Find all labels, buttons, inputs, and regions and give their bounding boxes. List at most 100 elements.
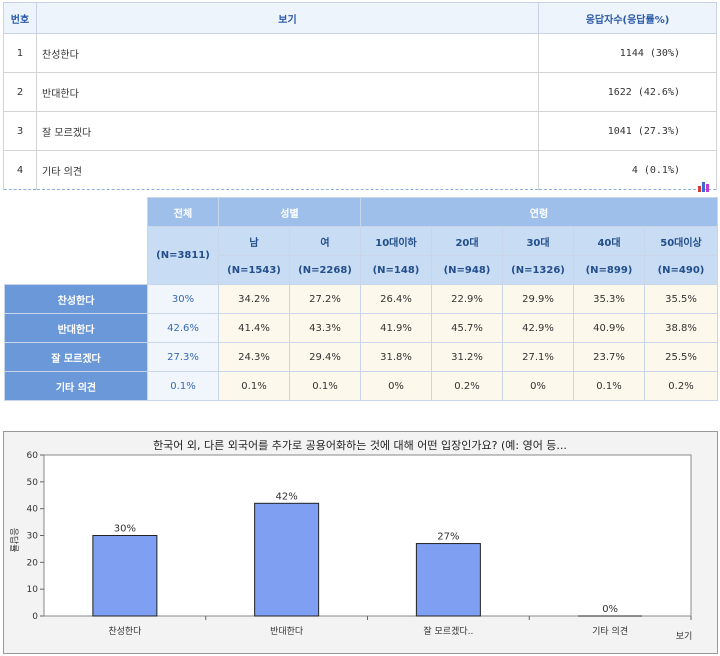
cross-header-row: 전체 성별 연령 [4,197,718,285]
table-row: 3 잘 모르겠다 1041 (27.3%) [3,111,717,151]
row-total: 30% [147,284,219,314]
data-label: 30% [114,524,136,535]
row-no: 4 [3,150,37,190]
y-tick-label: 40 [27,505,39,515]
cross-n-row: (N=1543) (N=2268) (N=148) (N=948) (N=132… [5,255,718,285]
cross-table: 전체 성별 연령 (N=3811) 남 여 10대이하 20대 30대 40대 … [4,197,718,401]
cell-value: 43.3% [289,313,361,343]
y-tick-label: 20 [27,558,39,568]
y-tick-label: 10 [27,585,39,595]
cell-value: 34.2% [218,284,290,314]
x-tick-label: 찬성한다 [108,626,142,637]
cell-value: 31.2% [431,342,503,372]
bar [92,535,158,617]
bar-chart-icon[interactable] [697,180,711,192]
row-no: 1 [3,33,37,73]
col-label: 40대 [573,226,645,256]
row-label: 기타 의견 [36,150,539,190]
row-resp: 1144 (30%) [538,33,717,73]
data-label: 42% [276,491,298,502]
col-n: (N=1543) [218,255,290,285]
cell-value: 25.5% [644,342,718,372]
table-row: 기타 의견 0.1% 0.1% 0.1% 0% 0.2% 0% 0.1% 0.2… [4,371,718,401]
cell-value: 40.9% [573,313,645,343]
total-n: (N=3811) [147,226,219,285]
y-tick-label: 60 [27,451,39,461]
row-label: 반대한다 [36,72,539,112]
data-label: 27% [437,532,459,543]
cell-value: 27.1% [502,342,574,372]
col-n: (N=1326) [502,255,574,285]
col-n: (N=2268) [289,255,361,285]
row-total: 42.6% [147,313,219,343]
col-n: (N=490) [644,255,718,285]
row-label: 기타 의견 [4,371,148,401]
chart-title: 한국어 외, 다른 외국어를 추가로 공용어화하는 것에 대해 어떤 입장인가요… [153,438,567,452]
row-resp: 1041 (27.3%) [538,111,717,151]
cell-value: 0.1% [218,371,290,401]
cell-value: 22.9% [431,284,503,314]
cross-corner [4,197,148,285]
header-no: 번호 [3,2,37,34]
cell-value: 41.9% [360,313,432,343]
bar-chart: 한국어 외, 다른 외국어를 추가로 공용어화하는 것에 대해 어떤 입장인가요… [3,431,718,654]
row-no: 3 [3,111,37,151]
bar-chart-svg: 한국어 외, 다른 외국어를 추가로 공용어화하는 것에 대해 어떤 입장인가요… [8,438,693,642]
cell-value: 42.9% [502,313,574,343]
cell-value: 0.1% [573,371,645,401]
y-tick-label: 50 [27,478,39,488]
y-axis: 0 10 20 30 40 50 60 [27,451,44,622]
row-resp: 4 (0.1%) [538,150,717,190]
x-axis-label: 보기 [676,631,693,642]
table-row: 반대한다 42.6% 41.4% 43.3% 41.9% 45.7% 42.9%… [4,313,718,343]
cell-value: 29.4% [289,342,361,372]
row-label: 찬성한다 [36,33,539,73]
gender-label: 성별 [218,197,361,227]
y-tick-label: 0 [32,612,38,622]
col-label: 50대이상 [644,226,718,256]
bar [415,543,481,617]
row-label: 반대한다 [4,313,148,343]
row-total: 27.3% [147,342,219,372]
cell-value: 0% [360,371,432,401]
cell-value: 26.4% [360,284,432,314]
row-label: 잘 모르겠다 [4,342,148,372]
table-row: 찬성한다 30% 34.2% 27.2% 26.4% 22.9% 29.9% 3… [4,284,718,314]
cell-value: 24.3% [218,342,290,372]
cell-value: 41.4% [218,313,290,343]
cell-value: 0.2% [431,371,503,401]
y-tick-label: 30 [27,532,39,542]
bars: 30% 42% 27% 0% [92,491,643,617]
header-resp: 응답자수(응답률%) [538,2,717,34]
total-label: 전체 [147,197,219,227]
col-n: (N=899) [573,255,645,285]
cell-value: 45.7% [431,313,503,343]
cross-subheader-row: (N=3811) 남 여 10대이하 20대 30대 40대 50대이상 [5,226,718,285]
x-axis: 찬성한다 반대한다 잘 모르겠다.. 기타 의견 [108,616,692,637]
col-label: 남 [218,226,290,256]
summary-table: 번호 보기 응답자수(응답률%) 1 찬성한다 1144 (30%) 2 반대한… [3,2,717,190]
col-label: 여 [289,226,361,256]
cell-value: 23.7% [573,342,645,372]
row-label: 찬성한다 [4,284,148,314]
row-no: 2 [3,72,37,112]
cell-value: 0.1% [289,371,361,401]
bar [254,502,320,617]
cell-value: 27.2% [289,284,361,314]
y-axis-label: 응답률 [8,528,20,553]
col-n: (N=948) [431,255,503,285]
summary-header-row: 번호 보기 응답자수(응답률%) [3,2,717,34]
age-label: 연령 [360,197,718,227]
col-n: (N=148) [360,255,432,285]
cell-value: 35.3% [573,284,645,314]
table-row: 잘 모르겠다 27.3% 24.3% 29.4% 31.8% 31.2% 27.… [4,342,718,372]
cell-value: 29.9% [502,284,574,314]
col-label: 20대 [431,226,503,256]
cell-value: 31.8% [360,342,432,372]
col-label: 30대 [502,226,574,256]
header-label: 보기 [36,2,539,34]
cell-value: 35.5% [644,284,718,314]
row-label: 잘 모르겠다 [36,111,539,151]
col-label: 10대이하 [360,226,432,256]
data-label: 0% [602,604,618,615]
